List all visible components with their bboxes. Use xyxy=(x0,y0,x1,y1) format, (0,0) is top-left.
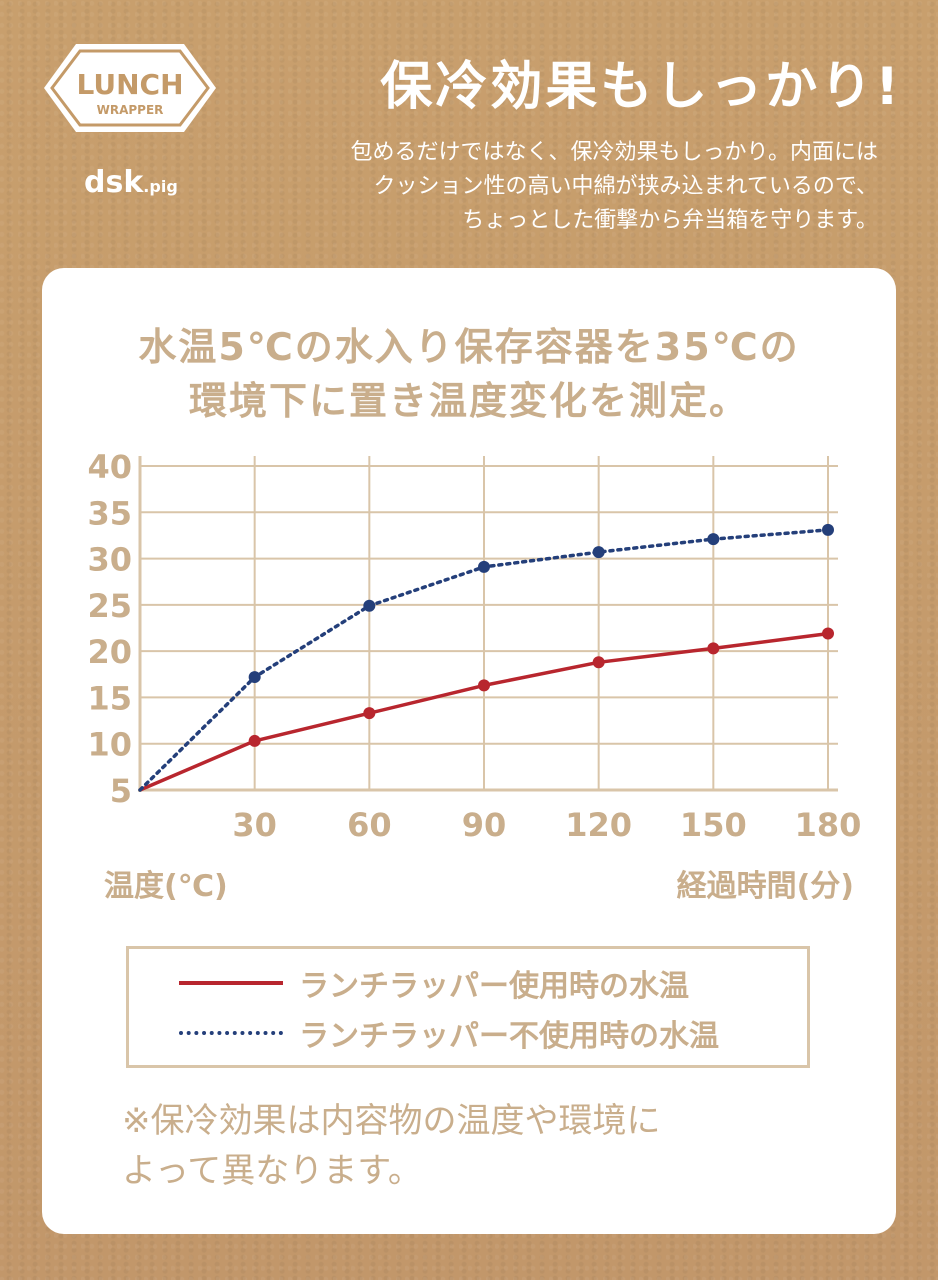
data-point-unused xyxy=(363,599,376,612)
x-tick-label: 180 xyxy=(795,806,862,844)
y-tick-label: 15 xyxy=(87,679,132,717)
data-point-unused xyxy=(478,560,490,573)
data-point-used xyxy=(478,679,490,692)
note-line: よって異なります。 xyxy=(122,1151,422,1191)
data-point-used xyxy=(707,642,720,655)
maker-name: dsk xyxy=(84,165,144,200)
y-tick-label: 40 xyxy=(87,448,132,486)
data-point-used xyxy=(822,627,834,640)
data-point-unused xyxy=(248,671,261,684)
x-tick-label: 120 xyxy=(565,806,632,844)
y-tick-label: 20 xyxy=(87,633,132,671)
data-point-unused xyxy=(592,546,605,559)
maker-logo: dsk.pig xyxy=(84,165,178,200)
disclaimer-note: ※保冷効果は内容物の温度や環境に よって異なります。 xyxy=(122,1096,842,1196)
x-tick-label: 60 xyxy=(347,806,392,844)
legend-swatch-solid xyxy=(179,981,283,985)
intro-text: 包めるだけではなく、保冷効果もしっかり。内面には クッション性の高い中綿が挟み込… xyxy=(238,136,878,238)
legend: ランチラッパー使用時の水温 ランチラッパー不使用時の水温 xyxy=(126,946,810,1068)
y-tick-label: 30 xyxy=(87,541,132,579)
legend-swatch-dotted xyxy=(179,1031,283,1035)
data-point-used xyxy=(248,734,261,747)
y-axis-label: 温度(℃) xyxy=(104,869,228,904)
chart-card: 水温5℃の水入り保存容器を35℃の 環境下に置き温度変化を測定。 5 10 15 20… xyxy=(42,268,896,1234)
x-tick-label: 150 xyxy=(680,806,747,844)
x-tick-label: 30 xyxy=(232,806,277,844)
intro-line: 包めるだけではなく、保冷効果もしっかり。内面には xyxy=(350,140,878,165)
page-title: 保冷効果もしっかり! xyxy=(380,57,902,117)
logo-wordmark-bottom: WRAPPER xyxy=(97,103,164,117)
intro-line: ちょっとした衝撃から弁当箱を守ります。 xyxy=(462,208,878,233)
temperature-chart: 5 10 15 20 25 30 35 40 30 60 90 120 150 180 温度(℃) 経過時間(… xyxy=(87,448,862,904)
y-tick-label: 5 xyxy=(110,772,132,810)
data-point-unused xyxy=(822,523,834,536)
intro-line: クッション性の高い中綿が挟み込まれているので、 xyxy=(373,174,878,199)
legend-label: ランチラッパー不使用時の水温 xyxy=(299,1019,719,1054)
data-point-used xyxy=(592,656,605,669)
lunch-wrapper-logo: LUNCH WRAPPER xyxy=(44,44,216,132)
x-tick-label: 90 xyxy=(462,806,507,844)
legend-label: ランチラッパー使用時の水温 xyxy=(299,969,689,1004)
y-tick-label: 35 xyxy=(87,494,132,532)
data-point-unused xyxy=(707,533,720,546)
note-line: ※保冷効果は内容物の温度や環境に xyxy=(122,1101,661,1141)
y-tick-label: 10 xyxy=(87,726,132,764)
logo-wordmark-top: LUNCH xyxy=(77,68,184,101)
data-point-used xyxy=(363,707,376,720)
legend-item-used: ランチラッパー使用時の水温 xyxy=(179,963,689,1004)
y-tick-label: 25 xyxy=(87,587,132,625)
legend-item-unused: ランチラッパー不使用時の水温 xyxy=(179,1013,719,1054)
maker-suffix: .pig xyxy=(143,177,178,196)
chart-title-line: 環境下に置き温度変化を測定。 xyxy=(188,379,749,423)
chart-title-line: 水温5℃の水入り保存容器を35℃の xyxy=(138,325,800,369)
chart-title: 水温5℃の水入り保存容器を35℃の 環境下に置き温度変化を測定。 xyxy=(42,320,896,428)
x-axis-label: 経過時間(分) xyxy=(677,869,854,904)
